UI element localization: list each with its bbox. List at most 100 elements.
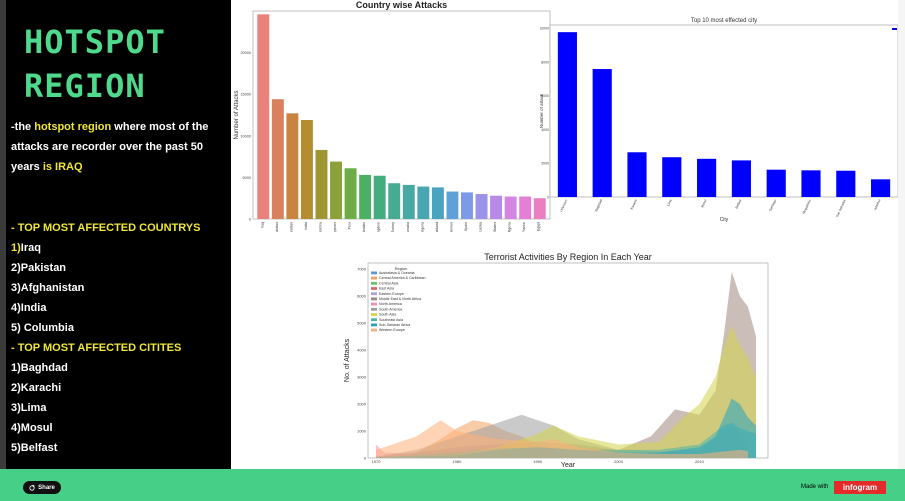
scrollbar[interactable] bbox=[898, 0, 905, 469]
bar bbox=[592, 69, 612, 197]
country-attacks-chart: Country wise Attacks Number of Attacks 0 50… bbox=[234, 0, 551, 232]
legend-entry: East Asia bbox=[379, 287, 394, 291]
legend-swatch bbox=[371, 276, 377, 280]
legend-entry: Sub-Saharan Africa bbox=[379, 323, 410, 327]
x-tick-label: Peru bbox=[348, 222, 352, 229]
legend-swatch bbox=[371, 318, 377, 322]
bar bbox=[697, 158, 717, 197]
bar bbox=[731, 160, 751, 197]
bar bbox=[490, 195, 503, 219]
y-tick-label: 10000 bbox=[240, 134, 251, 138]
bar bbox=[300, 119, 313, 219]
x-tick-label: Istanbul bbox=[873, 198, 881, 210]
y-tick-label: 0 bbox=[364, 456, 367, 461]
footer-bar: Share Made with infogram bbox=[0, 469, 905, 501]
x-tick-label: Somalia bbox=[406, 222, 410, 232]
y-tick-label: 20000 bbox=[240, 51, 251, 55]
region-activity-chart: Terrorist Activities By Region In Each Y… bbox=[344, 252, 769, 469]
info-panel: HOTSPOT REGION -the hotspot region where … bbox=[0, 0, 231, 469]
cities-heading: - TOP MOST AFFECTED CITITES bbox=[11, 342, 182, 354]
bar bbox=[461, 192, 473, 219]
ranking-list: - TOP MOST AFFECTED COUNTRYS 1)Iraq 2)Pa… bbox=[11, 218, 200, 458]
legend-swatch bbox=[371, 323, 377, 327]
legend-entry: Southeast Asia bbox=[379, 318, 403, 322]
x-tick-label: Sri Lanka bbox=[479, 222, 483, 232]
legend-entry: South America bbox=[379, 307, 402, 311]
country-item: 3)Afghanistan bbox=[11, 282, 85, 294]
y-tick-label: 6000 bbox=[357, 294, 367, 299]
city-item: 1)Baghdad bbox=[11, 362, 68, 374]
area-series bbox=[376, 420, 748, 458]
y-tick-label: 0 bbox=[249, 218, 251, 222]
country-item: 1)Iraq bbox=[11, 242, 41, 254]
legend-swatch bbox=[371, 313, 377, 316]
city-item: 2)Karachi bbox=[11, 382, 62, 394]
x-tick-label: 1970 bbox=[372, 459, 382, 464]
x-tick-label: El Salvador bbox=[362, 221, 366, 232]
x-tick-label: 1980 bbox=[452, 459, 462, 464]
bar bbox=[315, 149, 328, 219]
y-tick-label: 3000 bbox=[357, 375, 367, 380]
share-label: Share bbox=[38, 484, 55, 491]
x-tick-label: United States bbox=[493, 222, 497, 232]
bar bbox=[271, 99, 284, 219]
bar bbox=[388, 183, 401, 219]
area-series bbox=[376, 398, 756, 458]
city-item: 3)Lima bbox=[11, 402, 47, 414]
countries-heading: - TOP MOST AFFECTED COUNTRYS bbox=[11, 222, 201, 234]
y-tick-label: 4000 bbox=[541, 128, 549, 132]
x-tick-label: 1990 bbox=[533, 459, 543, 464]
y-tick-label: 2000 bbox=[357, 402, 367, 407]
panel-edge bbox=[0, 0, 6, 469]
y-axis-label: Number of Attacks bbox=[234, 90, 240, 139]
bar bbox=[431, 187, 444, 219]
chart-title: Terrorist Activities By Region In Each Y… bbox=[484, 252, 652, 262]
bar bbox=[373, 175, 386, 219]
x-tick-label: Yemen bbox=[449, 222, 453, 232]
bar bbox=[402, 184, 415, 219]
legend-swatch bbox=[371, 297, 377, 301]
legend-swatch bbox=[371, 271, 377, 275]
legend-entry: Middle East & North Africa bbox=[379, 297, 421, 301]
x-tick-label: Thailand bbox=[435, 222, 439, 232]
legend-swatch bbox=[371, 307, 377, 311]
page-title: HOTSPOT REGION bbox=[24, 23, 166, 105]
x-tick-label: Egypt bbox=[537, 222, 541, 231]
country-item: 5) Columbia bbox=[11, 322, 74, 334]
x-tick-label: Pakistan bbox=[275, 222, 279, 232]
bar bbox=[504, 196, 517, 219]
y-tick-label: 7000 bbox=[357, 267, 367, 272]
x-tick-label: Afghanistan bbox=[289, 222, 293, 232]
country-item: 2)Pakistan bbox=[11, 262, 67, 274]
share-button[interactable]: Share bbox=[23, 481, 61, 494]
bar bbox=[766, 169, 786, 197]
made-with-text: Made with bbox=[801, 484, 829, 490]
chart-title: Top 10 most effected city bbox=[691, 18, 757, 24]
y-tick-label: 5000 bbox=[243, 176, 251, 180]
x-tick-label: Nigeria bbox=[420, 222, 424, 232]
top-cities-chart: Top 10 most effected city Number of attac… bbox=[540, 18, 899, 223]
x-tick-label: Turkey bbox=[391, 222, 395, 232]
y-tick-label: 10000 bbox=[540, 27, 549, 31]
x-tick-label: Colombia bbox=[318, 222, 322, 232]
bar bbox=[286, 113, 299, 219]
x-tick-label: Belfast bbox=[735, 199, 743, 210]
bar bbox=[662, 157, 682, 197]
x-tick-label: Algeria bbox=[508, 222, 512, 232]
city-item: 4)Mosul bbox=[11, 422, 53, 434]
bar bbox=[344, 168, 357, 219]
legend-entry: North America bbox=[379, 302, 402, 306]
y-tick-label: 0 bbox=[547, 195, 549, 199]
intro-text: -the hotspot region where most of the at… bbox=[11, 121, 209, 173]
x-tick-label: 2010 bbox=[695, 459, 705, 464]
x-tick-label: Mogadishu bbox=[802, 199, 812, 215]
bar bbox=[475, 194, 488, 219]
infogram-logo[interactable]: infogram bbox=[834, 481, 886, 494]
x-tick-label: Philippines bbox=[333, 222, 337, 232]
bar bbox=[417, 186, 430, 219]
country-item: 4)India bbox=[11, 302, 47, 314]
x-tick-label: San Salvador bbox=[835, 198, 847, 218]
chart-title: Country wise Attacks bbox=[356, 0, 447, 10]
bar bbox=[519, 196, 532, 219]
x-tick-label: Karachi bbox=[630, 198, 638, 210]
